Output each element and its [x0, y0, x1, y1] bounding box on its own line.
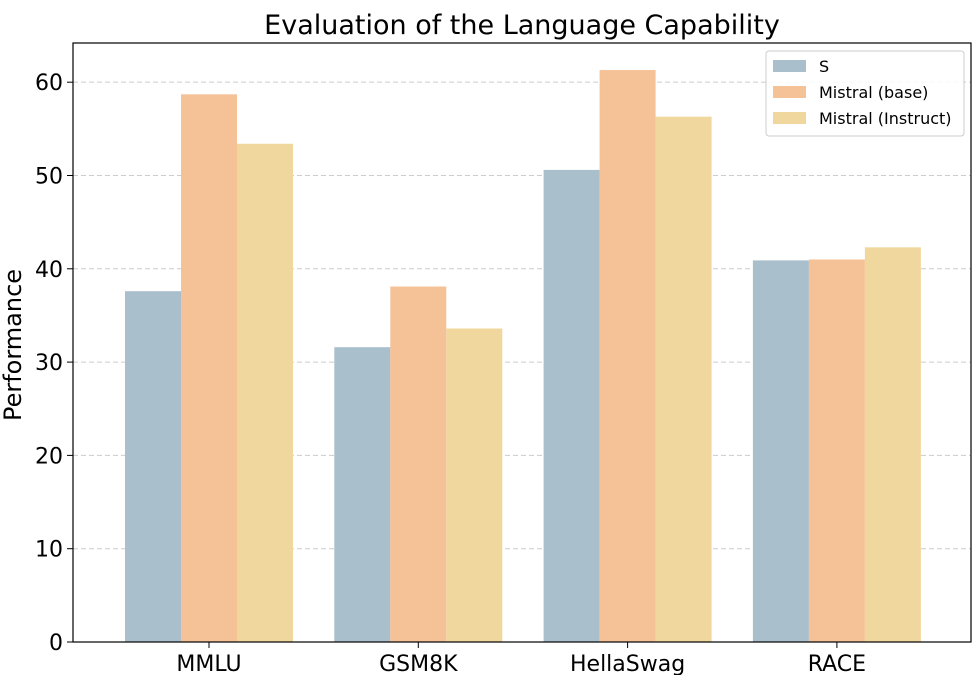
plot-frame [72, 42, 972, 643]
bar-mmlu-series-1 [125, 291, 181, 642]
x-tick-label: GSM8K [379, 652, 458, 675]
bar-race-series-3 [864, 247, 921, 642]
y-axis-label: Performance [0, 269, 27, 421]
x-tick-label: MMLU [176, 652, 241, 675]
bars [125, 70, 921, 643]
y-tick-label: 40 [35, 258, 63, 283]
bar-race-series-2 [808, 259, 865, 642]
y-axis-ticks: 0 10 20 30 40 50 60 [35, 71, 73, 656]
x-tick-label: RACE [808, 652, 866, 675]
y-tick-label: 0 [49, 631, 63, 656]
y-tick-label: 50 [35, 164, 63, 189]
y-tick-label: 20 [35, 444, 63, 469]
y-tick-label: 30 [35, 351, 63, 376]
chart-title: Evaluation of the Language Capability [264, 10, 780, 41]
bar-mmlu-series-3 [237, 143, 293, 642]
y-tick-label: 60 [35, 71, 63, 96]
legend: S Mistral (base) Mistral (Instruct) [765, 50, 965, 137]
bar-hellaswag-series-1 [543, 169, 600, 642]
legend-label: Mistral (base) [819, 83, 928, 102]
bar-hellaswag-series-3 [655, 116, 712, 642]
y-tick-label: 10 [35, 538, 63, 563]
legend-swatch [773, 86, 806, 98]
bar-race-series-1 [752, 260, 809, 642]
bar-hellaswag-series-2 [599, 70, 656, 643]
x-axis-ticks: MMLU GSM8K HellaSwag RACE [176, 642, 866, 675]
bar-mmlu-series-2 [181, 94, 237, 642]
legend-label: Mistral (Instruct) [819, 109, 952, 128]
legend-swatch [773, 60, 806, 72]
legend-label: S [819, 57, 829, 76]
bar-gsm8k-series-2 [390, 286, 447, 642]
x-tick-label: HellaSwag [570, 652, 685, 675]
bar-gsm8k-series-3 [446, 328, 503, 642]
legend-box [765, 50, 965, 137]
bar-gsm8k-series-1 [334, 347, 391, 642]
legend-swatch [773, 112, 806, 124]
